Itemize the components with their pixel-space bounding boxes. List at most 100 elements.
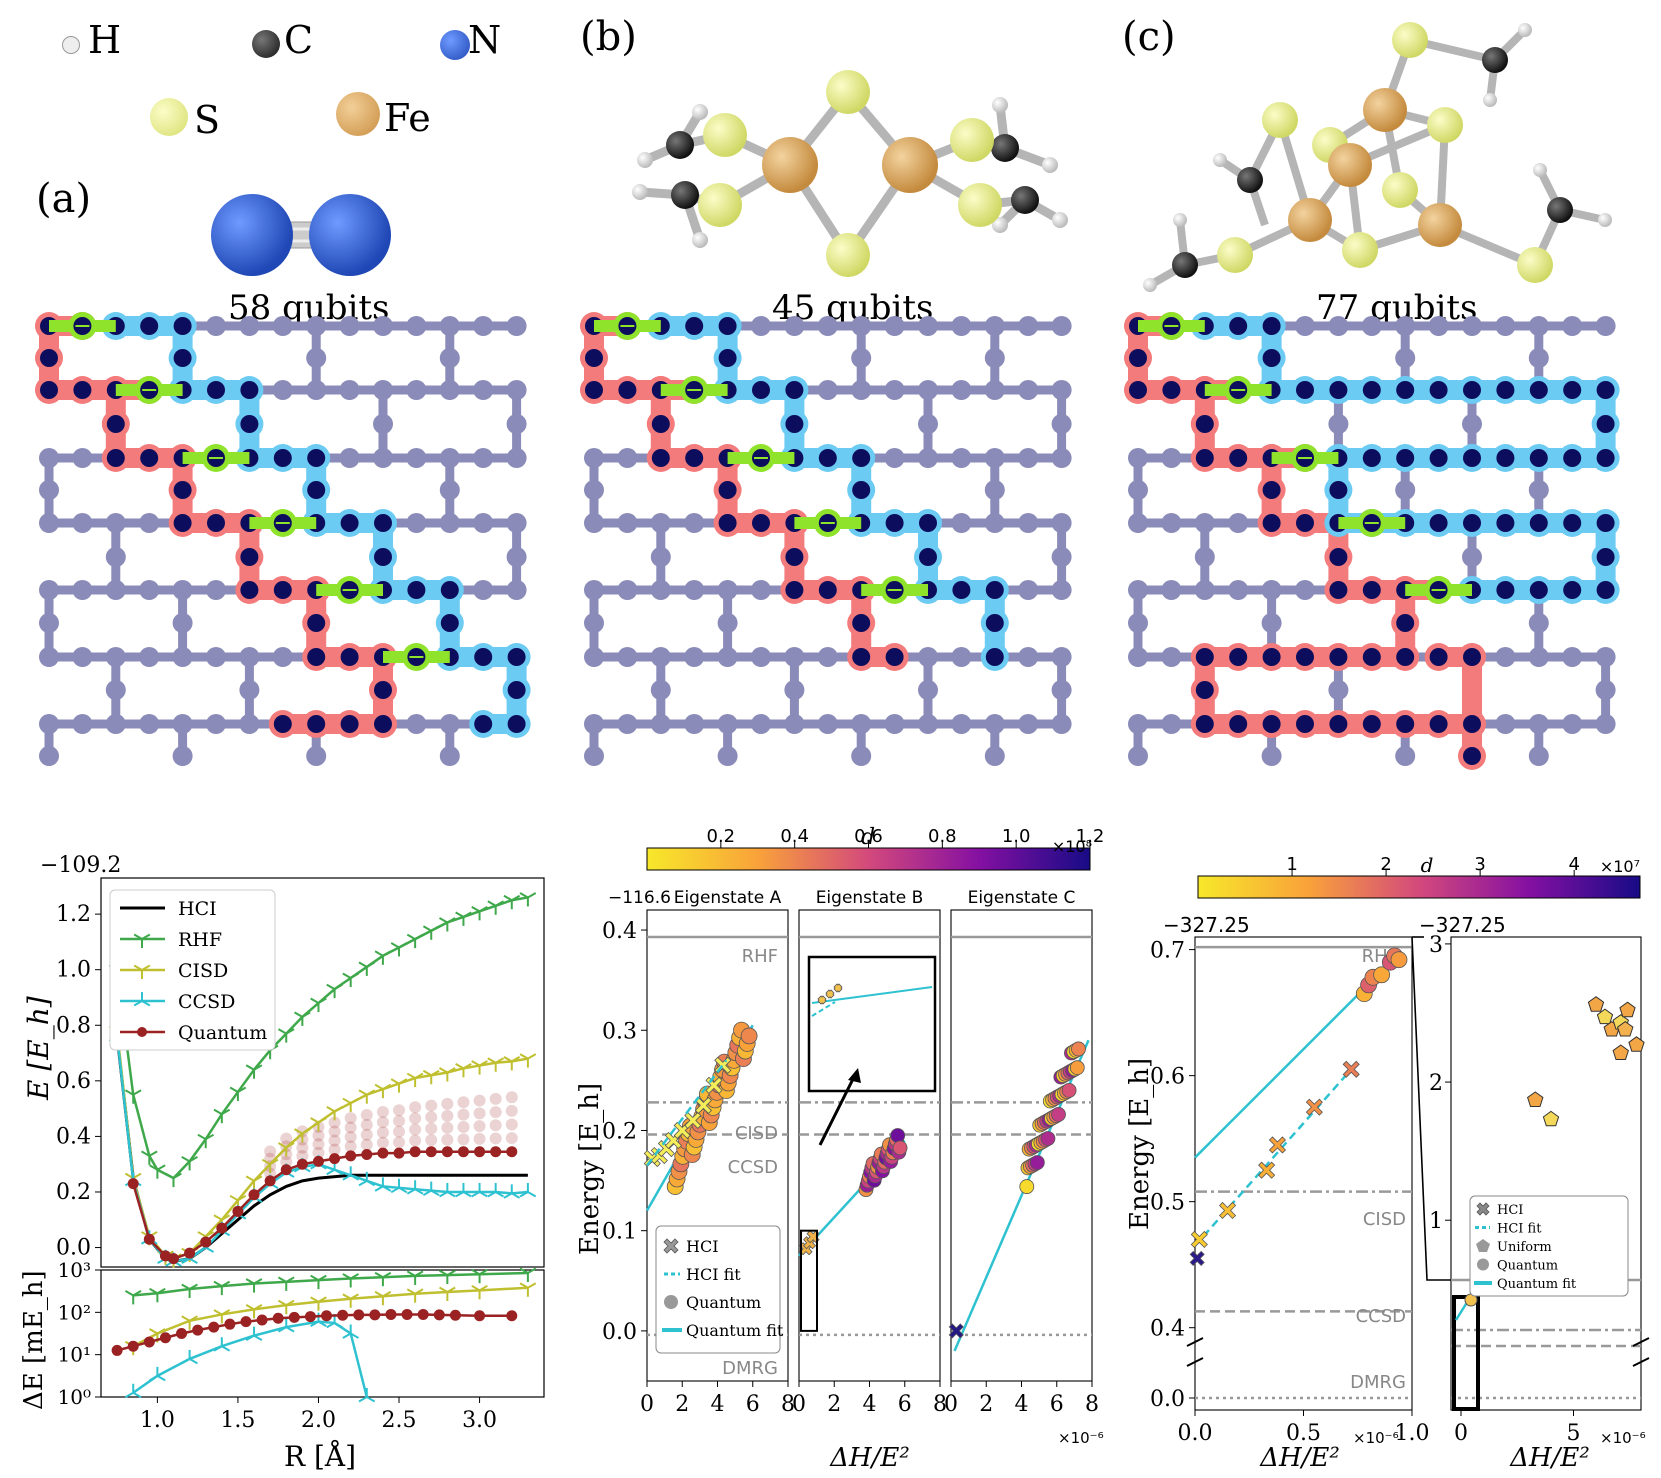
- lattice-qubit: [984, 316, 1005, 336]
- quantum-point: [272, 1312, 284, 1324]
- x-tick-label: 3.0: [462, 1408, 497, 1433]
- tri-marker: [462, 1191, 472, 1198]
- active-qubit: [919, 514, 937, 532]
- hci-marker: [833, 983, 843, 993]
- tri-marker: [446, 1269, 456, 1276]
- uniform-point: [1612, 1044, 1629, 1060]
- y-tick-label: 2: [1429, 1071, 1443, 1096]
- lattice-qubit: [1595, 316, 1616, 336]
- lattice-qubit: [1495, 714, 1516, 734]
- y-tick-label: 10²: [58, 1300, 91, 1324]
- x-tick-label: 4: [1015, 1392, 1029, 1417]
- lattice-qubit: [506, 547, 527, 567]
- lattice-qubit: [406, 714, 427, 734]
- tri-marker: [317, 1117, 327, 1124]
- tri-marker: [487, 1191, 497, 1198]
- quantum-run-point: [409, 1134, 422, 1147]
- tri-marker: [471, 1060, 481, 1067]
- lattice-qubit: [918, 647, 938, 667]
- tri-marker: [487, 900, 497, 907]
- colorbar-tick-label: 0.4: [780, 826, 809, 847]
- tri-marker: [406, 933, 416, 940]
- active-qubit: [785, 581, 804, 599]
- lattice-qubit: [1194, 547, 1215, 567]
- hci-marker: [684, 1111, 702, 1130]
- quantum-run-point: [473, 1094, 486, 1107]
- lattice-qubit: [717, 647, 738, 667]
- active-qubit: [718, 514, 737, 532]
- legend-b: HCI HCI fit Quantum Quantum fit: [655, 1225, 784, 1354]
- active-qubit: [440, 614, 459, 632]
- active-qubit: [818, 581, 837, 599]
- y-tick-label: 0.4: [1150, 1317, 1185, 1342]
- legend-label: Quantum fit: [686, 1321, 784, 1340]
- x-tick-label: 2.0: [301, 1408, 336, 1433]
- series-line-ccsd: [132, 1320, 369, 1398]
- x-axis-label-right: ΔH/E²: [1509, 1443, 1590, 1473]
- active-qubit: [1329, 648, 1348, 666]
- lattice-qubit: [617, 448, 638, 468]
- lattice-qubit: [1395, 316, 1416, 336]
- tri-marker: [205, 1246, 215, 1253]
- x-tick-label: 4: [711, 1392, 725, 1417]
- x-tick-label: 6: [1050, 1392, 1064, 1417]
- active-qubit: [1262, 317, 1281, 335]
- cisd-label: CISD: [1363, 1209, 1406, 1230]
- y-axis-label: Energy [E_h]: [1125, 1058, 1155, 1230]
- tri-marker: [350, 1174, 360, 1181]
- quantum-run-point: [489, 1106, 502, 1119]
- active-qubit: [1496, 514, 1515, 532]
- lattice-qubit: [1528, 316, 1549, 336]
- tri-marker: [422, 1189, 432, 1196]
- active-qubit: [1229, 317, 1248, 335]
- tri-marker: [334, 1106, 343, 1113]
- tri-marker: [221, 1108, 231, 1116]
- quantum-point: [208, 1321, 220, 1333]
- quantum-run-point: [425, 1122, 438, 1135]
- active-qubit: [1296, 715, 1314, 733]
- lattice-qubit: [105, 714, 126, 734]
- quantum-point: [143, 1336, 155, 1348]
- molecule-fe2s2: [632, 70, 1068, 277]
- active-qubit: [1229, 715, 1248, 733]
- active-qubit: [1229, 449, 1248, 467]
- quantum-point: [433, 1309, 445, 1321]
- active-qubit: [651, 415, 670, 433]
- legend-a: HCI RHF CISD CCSD Quantum: [109, 889, 276, 1051]
- lattice-qubit: [1428, 316, 1449, 336]
- active-qubit: [1195, 648, 1214, 666]
- quantum-run-point: [457, 1120, 470, 1133]
- lattice-qubit: [984, 480, 1005, 500]
- quantum-point: [264, 1175, 276, 1187]
- active-qubit: [240, 381, 259, 399]
- left-frame: [1194, 936, 1413, 1411]
- active-qubit: [1529, 449, 1548, 467]
- lattice-qubit: [918, 714, 938, 734]
- lattice-qubit: [406, 448, 427, 468]
- lattice-qubit: [339, 316, 360, 336]
- quantum-point: [167, 1253, 179, 1265]
- quantum-point: [143, 1233, 155, 1245]
- active-qubit: [1329, 715, 1348, 733]
- tri-marker: [310, 1117, 319, 1124]
- active-qubit: [985, 614, 1004, 632]
- tri-marker: [471, 1284, 481, 1292]
- active-qubit: [240, 415, 259, 433]
- y-tick-label: 0.6: [56, 1069, 91, 1094]
- lattice-qubit: [1128, 714, 1148, 734]
- tri-marker: [285, 1142, 295, 1149]
- active-qubit: [1463, 747, 1481, 765]
- lattice-qubit: [1395, 480, 1416, 500]
- active-qubit: [852, 481, 871, 499]
- active-qubit: [340, 648, 359, 666]
- active-qubit: [207, 381, 225, 399]
- lattice-qubit: [506, 380, 527, 400]
- tri-marker: [471, 905, 481, 913]
- lattice-qubit: [1051, 448, 1072, 468]
- lattice-qubit: [1051, 680, 1072, 700]
- lattice-qubit: [1528, 647, 1549, 667]
- lattice-qubit: [884, 448, 905, 468]
- lattice-qubit: [1018, 714, 1039, 734]
- lattice-qubit: [306, 380, 327, 400]
- tri-marker: [277, 1142, 287, 1149]
